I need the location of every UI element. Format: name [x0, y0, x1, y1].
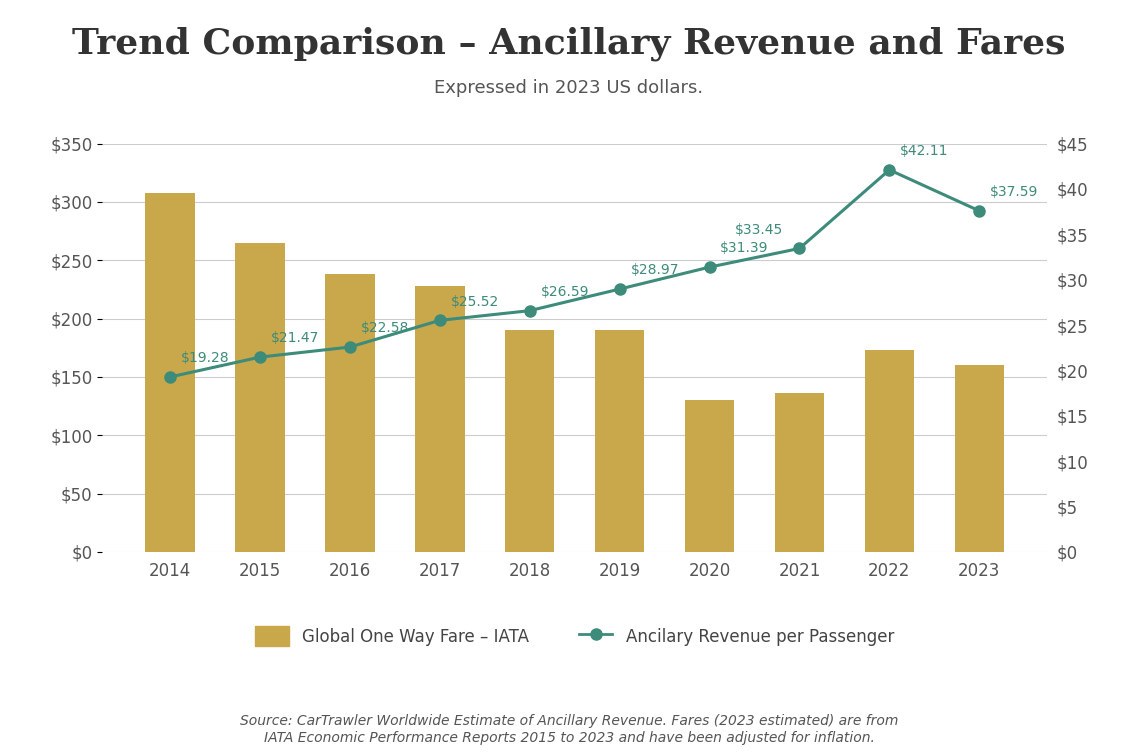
Legend: Global One Way Fare – IATA, Ancilary Revenue per Passenger: Global One Way Fare – IATA, Ancilary Rev… [249, 619, 900, 653]
Text: $33.45: $33.45 [735, 223, 783, 237]
Text: $22.58: $22.58 [361, 321, 409, 336]
Text: $28.97: $28.97 [630, 263, 679, 277]
Text: $26.59: $26.59 [541, 285, 589, 299]
Bar [865, 350, 914, 552]
Bar [236, 243, 284, 552]
Bar [505, 330, 554, 552]
Text: $19.28: $19.28 [181, 352, 230, 365]
Text: $31.39: $31.39 [720, 241, 769, 256]
Text: $25.52: $25.52 [451, 295, 498, 308]
Bar [955, 365, 1004, 552]
Text: Source: CarTrawler Worldwide Estimate of Ancillary Revenue. Fares (2023 estimate: Source: CarTrawler Worldwide Estimate of… [240, 714, 898, 745]
Text: $42.11: $42.11 [900, 144, 949, 158]
Text: $21.47: $21.47 [271, 331, 319, 345]
Bar [685, 400, 734, 552]
Text: Expressed in 2023 US dollars.: Expressed in 2023 US dollars. [435, 79, 703, 98]
Bar [595, 330, 644, 552]
Bar [415, 286, 464, 552]
Text: Trend Comparison – Ancillary Revenue and Fares: Trend Comparison – Ancillary Revenue and… [72, 26, 1066, 61]
Bar [775, 393, 824, 552]
Bar [146, 193, 195, 552]
Bar [325, 274, 374, 552]
Text: $37.59: $37.59 [990, 185, 1039, 199]
